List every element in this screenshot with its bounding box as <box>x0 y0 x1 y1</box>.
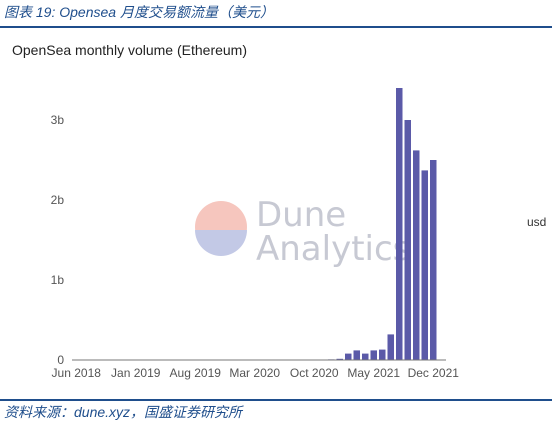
x-tick-label: Oct 2020 <box>290 366 339 380</box>
watermark-line2: Analytics <box>256 229 410 269</box>
x-tick-label: Dec 2021 <box>408 366 460 380</box>
x-tick-label: Aug 2019 <box>170 366 222 380</box>
x-tick-label: Mar 2020 <box>229 366 280 380</box>
caption-rule <box>0 26 552 28</box>
figure-caption: 图表 19: Opensea 月度交易额流量（美元） <box>4 4 274 20</box>
bar-2021-12 <box>430 160 437 360</box>
source-rule <box>0 399 552 401</box>
legend-usd: usd <box>527 215 546 229</box>
y-tick-label: 0 <box>57 353 64 367</box>
dune-analytics-watermark: Dune Analytics <box>195 195 410 269</box>
bar-2021-11 <box>421 170 428 360</box>
x-tick-label: May 2021 <box>347 366 400 380</box>
bar-2021-09 <box>404 120 411 360</box>
watermark-line1: Dune <box>256 195 346 235</box>
x-tick-label: Jun 2018 <box>52 366 102 380</box>
bar-2021-05 <box>370 350 377 360</box>
bar-2021-10 <box>413 150 420 360</box>
chart-title: OpenSea monthly volume (Ethereum) <box>12 42 247 58</box>
bar-2021-08 <box>396 88 403 360</box>
y-tick-label: 3b <box>51 113 65 127</box>
bar-2021-07 <box>387 334 394 360</box>
y-tick-label: 1b <box>51 273 65 287</box>
y-tick-label: 2b <box>51 193 65 207</box>
bar-2021-02 <box>345 353 352 360</box>
volume-chart: Dune Analytics 0 1b 2b 3b Jun 2018 Jan 2019 A… <box>51 88 546 380</box>
bar-2021-04 <box>362 353 369 360</box>
bar-2021-03 <box>353 350 360 360</box>
source-note: 资料来源：dune.xyz，国盛证券研究所 <box>4 404 243 420</box>
bar-2021-01 <box>336 358 343 360</box>
x-tick-label: Jan 2019 <box>111 366 161 380</box>
bar-2021-06 <box>379 349 386 360</box>
